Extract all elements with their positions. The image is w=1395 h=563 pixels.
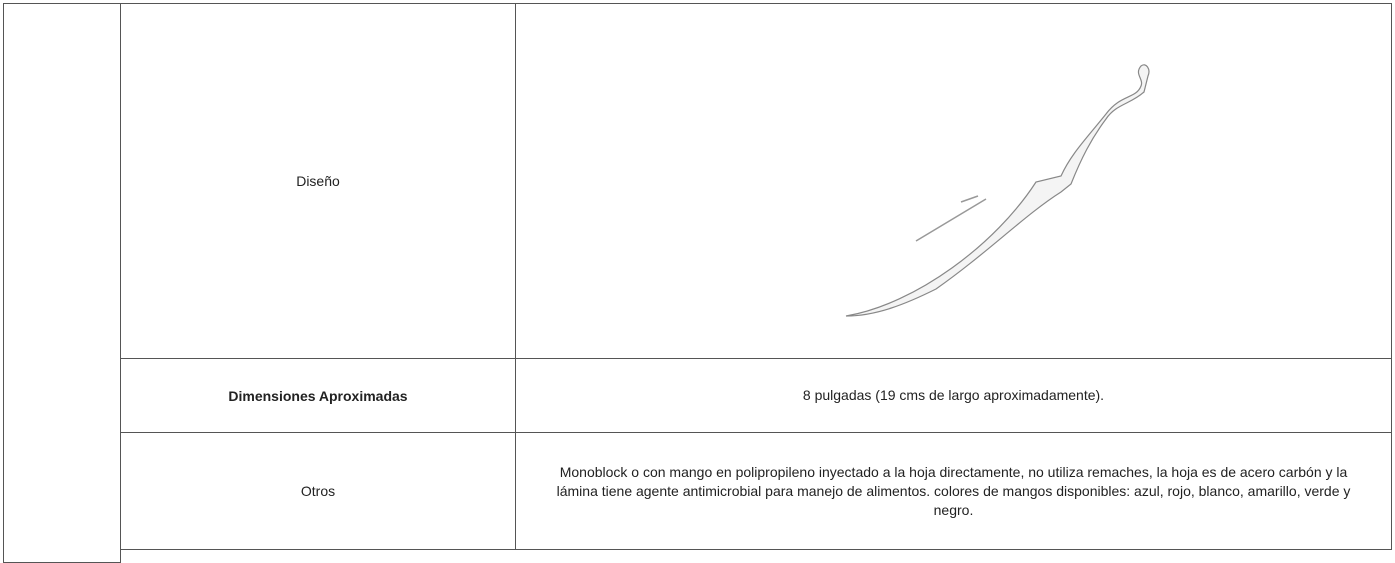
label: Dimensiones Aproximadas: [228, 387, 408, 404]
value-cell: Monoblock o con mango en polipropileno i…: [515, 432, 1392, 550]
blade-mark: [915, 195, 987, 242]
label: Diseño: [296, 173, 340, 189]
value: 8 pulgadas (19 cms de largo aproximadame…: [802, 387, 1105, 403]
value-cell: 8 pulgadas (19 cms de largo aproximadame…: [515, 358, 1392, 433]
knife: [845, 64, 1150, 317]
value: Monoblock o con mango en polipropileno i…: [556, 463, 1351, 518]
label: Otros: [300, 483, 336, 499]
empty-column: [3, 3, 121, 563]
label-cell: Otros: [120, 432, 516, 550]
page: Diseño Dimensiones Aproximadas 8 pulgada…: [3, 3, 1392, 563]
knife-image: [845, 64, 1150, 317]
image-cell: [515, 3, 1392, 359]
label-cell: Dimensiones Aproximadas: [120, 358, 516, 433]
label-cell: Diseño: [120, 3, 516, 359]
